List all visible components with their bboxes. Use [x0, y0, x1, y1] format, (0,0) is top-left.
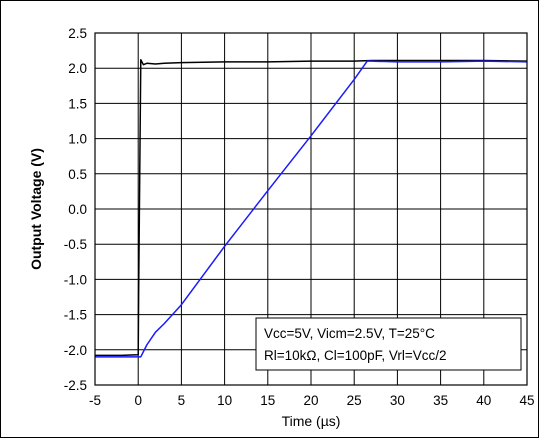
y-tick-label: -2.0 [64, 343, 87, 358]
x-axis-label: Time (µs) [282, 413, 341, 429]
x-tick-label: 35 [433, 393, 448, 408]
x-tick-label: 15 [260, 393, 275, 408]
y-tick-labels: -2.5 -2.0 -1.5 -1.0 -0.5 0.0 0.5 1.0 1.5 2.0 2.5 [64, 26, 87, 393]
x-tick-label: 40 [476, 393, 491, 408]
condition-annotation-box: Vcc=5V, Vicm=2.5V, T=25°C Rl=10kΩ, Cl=10… [255, 317, 522, 371]
y-tick-label: 2.0 [68, 61, 87, 76]
series-line-black [95, 59, 528, 357]
series-layer [95, 59, 528, 358]
x-tick-label: 20 [303, 393, 318, 408]
x-tick-label: 45 [519, 393, 534, 408]
y-tick-label: 2.5 [68, 26, 87, 41]
y-tick-label: -2.5 [64, 378, 87, 393]
series-line-blue [95, 60, 528, 358]
annotation-line-2: Rl=10kΩ, Cl=100pF, Vrl=Vcc/2 [264, 348, 447, 363]
annotation-line-1: Vcc=5V, Vicm=2.5V, T=25°C [264, 326, 435, 341]
x-tick-label: 30 [390, 393, 405, 408]
x-tick-label: 25 [347, 393, 362, 408]
x-tick-label: 0 [134, 393, 142, 408]
annotation-box [255, 317, 522, 371]
y-tick-label: 0.0 [68, 202, 87, 217]
y-tick-label: 1.5 [68, 96, 87, 111]
x-tick-labels: -5 0 5 10 15 20 25 30 35 40 45 [89, 393, 535, 408]
plot-area-border [94, 32, 528, 386]
x-tick-label: -5 [89, 393, 101, 408]
y-tick-label: -1.5 [64, 308, 87, 323]
x-tick-label: 5 [178, 393, 186, 408]
y-tick-label: 0.5 [68, 167, 87, 182]
x-tick-label: 10 [217, 393, 232, 408]
y-tick-label: -0.5 [64, 237, 87, 252]
y-tick-label: 1.0 [68, 132, 87, 147]
y-axis-label: Output Voltage (V) [28, 148, 44, 270]
y-tick-label: -1.0 [64, 272, 87, 287]
